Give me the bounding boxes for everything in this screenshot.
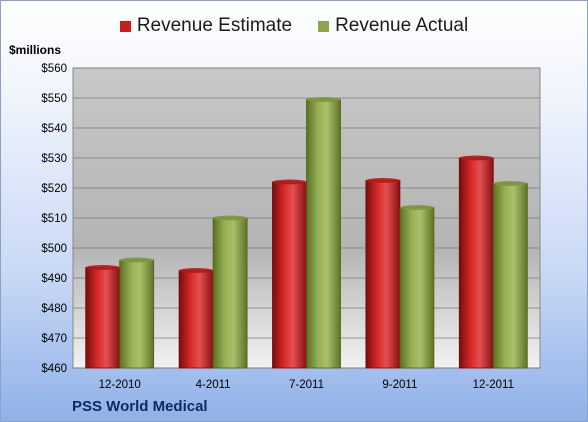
legend-item-actual: Revenue Actual	[318, 15, 468, 37]
bar-estimate-7-2011	[272, 181, 307, 369]
y-tick-label: $560	[41, 63, 67, 75]
y-tick-label: $470	[41, 333, 67, 345]
bar-actual-12-2011	[492, 183, 528, 369]
bar-estimate-9-2011	[365, 180, 401, 369]
x-tick-label: 4-2011	[196, 379, 231, 391]
bar-cap-estimate-9-2011	[365, 178, 400, 183]
bar-actual-4-2011	[212, 217, 248, 369]
bar-actual-9-2011	[399, 207, 435, 369]
bars	[85, 97, 528, 369]
bar-cap-actual-9-2011	[399, 205, 434, 210]
y-axis-unit-label: $millions	[9, 43, 62, 57]
bar-cap-actual-7-2011	[306, 97, 341, 102]
y-axis-ticks: $460 $470 $480 $490 $500 $510 $520 $530 $540 $550…	[41, 63, 67, 375]
legend: Revenue Estimate Revenue Actual	[1, 15, 587, 37]
y-tick-label: $550	[41, 93, 67, 105]
bar-cap-estimate-12-2011	[459, 155, 494, 161]
y-tick-label: $530	[41, 153, 67, 165]
x-axis-ticks: 12-2010 4-2011 7-2011 9-2011 12-2011	[99, 379, 514, 391]
y-tick-label: $510	[41, 213, 67, 225]
legend-label-estimate: Revenue Estimate	[136, 15, 293, 36]
y-tick-label: $520	[41, 183, 67, 195]
x-tick-label: 7-2011	[289, 379, 324, 391]
legend-label-actual: Revenue Actual	[335, 15, 469, 36]
bar-cap-estimate-4-2011	[179, 268, 214, 273]
bar-cap-estimate-12-2010	[85, 265, 120, 270]
legend-swatch-actual	[318, 20, 330, 32]
y-tick-label: $460	[41, 363, 67, 375]
x-tick-label: 9-2011	[382, 379, 417, 391]
bar-cap-estimate-7-2011	[272, 179, 307, 185]
x-tick-label: 12-2010	[99, 379, 141, 391]
bar-actual-7-2011	[306, 99, 341, 369]
bar-actual-12-2010	[119, 259, 155, 369]
bar-estimate-4-2011	[178, 270, 214, 369]
company-name: PSS World Medical	[72, 398, 208, 415]
y-tick-label: $500	[41, 243, 67, 255]
y-tick-label: $480	[41, 303, 67, 315]
legend-swatch-estimate	[119, 20, 131, 32]
x-tick-label: 12-2011	[473, 379, 514, 391]
bar-cap-actual-12-2011	[493, 181, 528, 186]
legend-item-estimate: Revenue Estimate	[119, 15, 293, 37]
y-tick-label: $540	[41, 123, 67, 135]
bar-estimate-12-2010	[85, 267, 121, 369]
bar-estimate-12-2011	[458, 157, 494, 369]
bar-cap-actual-12-2010	[119, 257, 154, 263]
y-tick-label: $490	[41, 273, 67, 285]
bar-cap-actual-4-2011	[213, 215, 248, 221]
